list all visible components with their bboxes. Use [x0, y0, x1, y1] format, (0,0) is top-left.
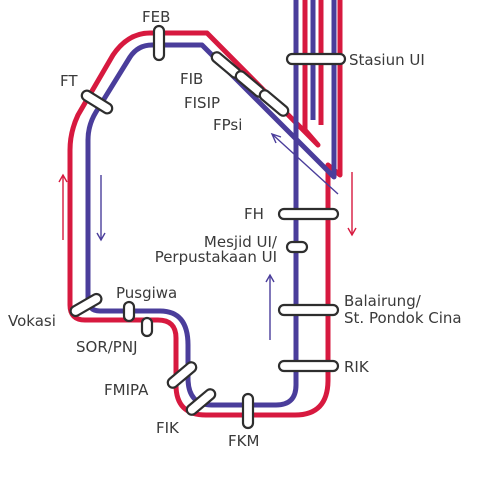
- label-balairung-line2: St. Pondok Cina: [344, 309, 462, 327]
- red-up-arrow: [58, 173, 68, 240]
- label-sor-pnj: SOR/PNJ: [76, 338, 138, 356]
- station-marker-vokasi[interactable]: [69, 292, 103, 318]
- label-fh: FH: [244, 205, 264, 223]
- direction-arrows: [58, 132, 357, 340]
- blue-down-arrow: [96, 175, 106, 242]
- station-labels: FEB FIB FISIP FPsi Stasiun UI FT FH Mesj…: [8, 8, 462, 450]
- label-balairung-line1: Balairung/: [344, 292, 422, 310]
- label-fib: FIB: [180, 70, 203, 88]
- label-pusgiwa: Pusgiwa: [116, 284, 177, 302]
- station-marker-balairung[interactable]: [277, 303, 340, 317]
- blue-up-left-arrow: [270, 132, 339, 195]
- station-marker-fkm[interactable]: [241, 392, 255, 430]
- station-marker-ft[interactable]: [80, 89, 114, 115]
- label-fisip: FISIP: [184, 94, 220, 112]
- station-marker-pusgiwa[interactable]: [122, 300, 136, 323]
- blue-up-arrow: [265, 273, 275, 340]
- station-marker-feb[interactable]: [152, 24, 166, 62]
- red-down-arrow: [347, 172, 357, 237]
- label-fik: FIK: [156, 419, 180, 437]
- station-marker-mesjid-ui[interactable]: [285, 240, 309, 254]
- label-fkm: FKM: [228, 432, 259, 450]
- label-stasiun-ui: Stasiun UI: [349, 51, 425, 69]
- label-fmipa: FMIPA: [104, 381, 149, 399]
- label-mesjid-ui-line1: Mesjid UI/: [204, 233, 278, 251]
- label-vokasi: Vokasi: [8, 312, 56, 330]
- station-marker-rik[interactable]: [277, 359, 340, 373]
- station-markers: [69, 24, 347, 430]
- red-route-loop: [67, 0, 343, 418]
- station-marker-fpsi[interactable]: [258, 88, 290, 118]
- label-feb: FEB: [142, 8, 170, 26]
- station-marker-fmipa[interactable]: [166, 360, 198, 390]
- label-mesjid-ui-line2: Perpustakaan UI: [155, 248, 277, 266]
- label-ft: FT: [60, 72, 78, 90]
- station-marker-sor-pnj[interactable]: [140, 316, 154, 338]
- label-fpsi: FPsi: [213, 116, 242, 134]
- station-marker-fik[interactable]: [185, 387, 217, 417]
- label-rik: RIK: [344, 358, 370, 376]
- station-marker-fh[interactable]: [277, 207, 340, 221]
- station-marker-stasiun-ui[interactable]: [285, 52, 347, 66]
